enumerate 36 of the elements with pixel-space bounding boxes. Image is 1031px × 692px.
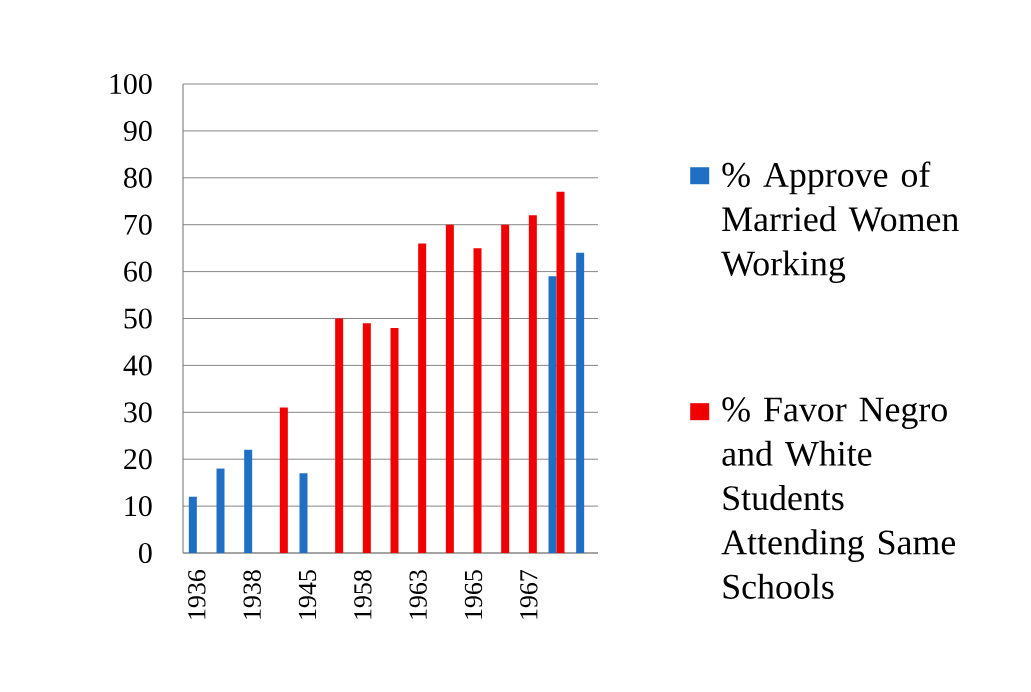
bar	[390, 327, 399, 553]
x-tick-label: 1963	[409, 570, 427, 619]
bar	[501, 224, 510, 553]
bar	[445, 224, 454, 553]
bar	[556, 191, 565, 553]
bar	[188, 496, 197, 553]
y-tick-label: 50	[124, 308, 152, 329]
x-tick-label: 1936	[188, 569, 206, 619]
x-tick-label: 1945	[298, 570, 317, 619]
x-tick-label: 1938	[243, 570, 261, 619]
bar	[335, 318, 344, 553]
bar	[244, 449, 253, 553]
bar	[216, 468, 225, 553]
y-tick-label: 90	[123, 120, 152, 141]
y-tick-label: 0	[139, 542, 152, 564]
x-tick-label: 1967	[520, 569, 538, 619]
y-tick-label: 80	[124, 167, 152, 188]
y-tick-label: 30	[124, 402, 152, 423]
legend-label: % Approve of Married Women Working	[721, 161, 959, 284]
bar	[548, 276, 557, 553]
x-tick-label: 1965	[464, 570, 483, 619]
y-tick-label: 40	[123, 355, 152, 376]
bar	[576, 252, 585, 553]
y-tick-label: 20	[124, 449, 152, 470]
bar	[299, 473, 308, 553]
y-tick-label: 70	[124, 214, 152, 235]
bar	[279, 407, 288, 553]
legend-label: % Favor Negro and White Students Attending Same Schools	[721, 397, 956, 599]
y-tick-label: 60	[124, 261, 152, 282]
bar	[362, 323, 371, 553]
bar	[473, 248, 482, 553]
x-tick-label: 1958	[354, 570, 372, 619]
y-tick-label: 100	[110, 73, 152, 95]
bar	[528, 215, 537, 553]
y-tick-label: 10	[125, 496, 152, 517]
bar	[418, 243, 427, 553]
